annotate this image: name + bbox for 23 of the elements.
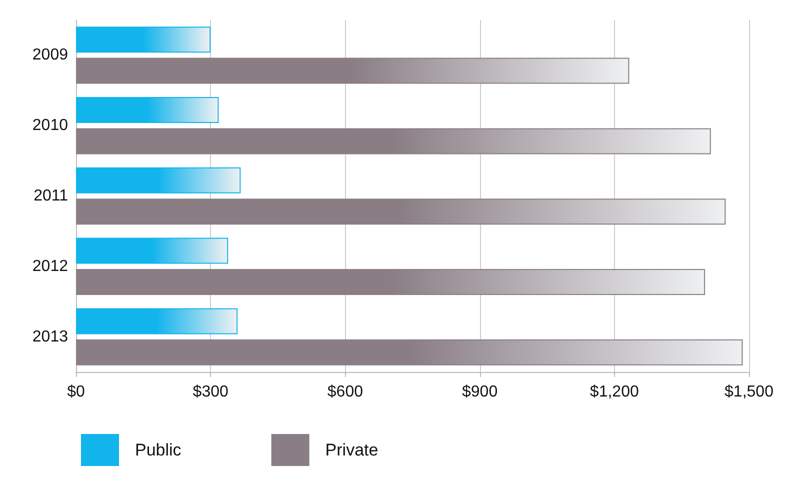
bar — [76, 128, 711, 154]
y-tick-label: 2011 — [34, 188, 68, 204]
x-tick-label: $1,500 — [724, 384, 774, 400]
bar — [76, 167, 241, 194]
legend-label: Private — [325, 440, 378, 460]
y-tick-label: 2010 — [32, 117, 68, 134]
x-tick-label: $0 — [67, 384, 85, 400]
legend-label: Public — [135, 440, 182, 460]
y-tick-label: 2012 — [32, 258, 68, 275]
x-tick-label: $300 — [192, 384, 228, 400]
bar — [76, 58, 630, 84]
bar — [76, 26, 211, 53]
bar — [76, 97, 219, 123]
bar — [76, 269, 706, 295]
x-tick-label: $600 — [327, 384, 364, 400]
y-tick-label: 2013 — [32, 328, 68, 346]
bar — [76, 198, 726, 225]
y-tick-label: 2009 — [32, 46, 68, 64]
x-tick-label: $1,200 — [590, 384, 639, 400]
bar — [76, 308, 238, 334]
bar — [76, 339, 743, 366]
bar — [76, 238, 228, 264]
x-tick-label: $900 — [462, 384, 498, 400]
